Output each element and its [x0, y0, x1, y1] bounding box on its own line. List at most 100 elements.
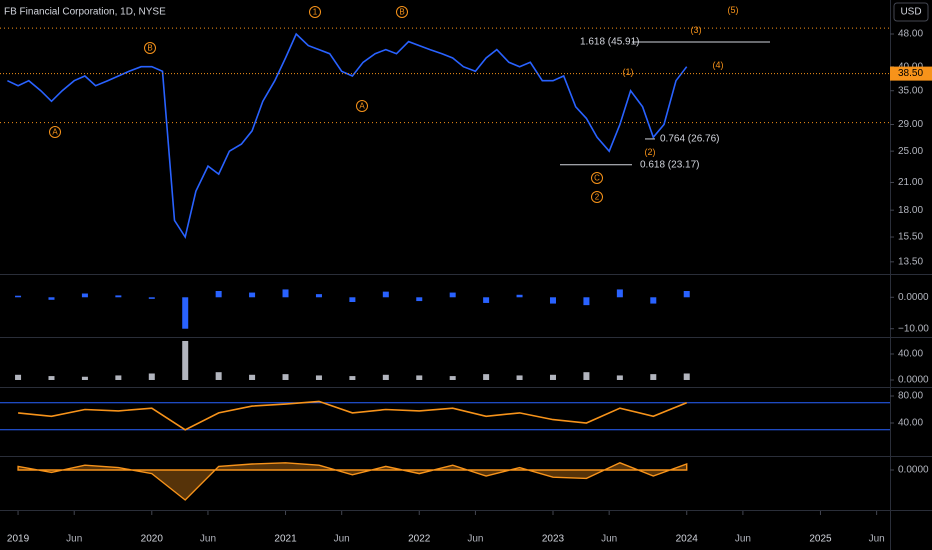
bar — [583, 372, 590, 380]
bar — [249, 374, 256, 380]
bar — [282, 289, 289, 298]
bar — [148, 373, 155, 380]
wave-circle — [49, 126, 61, 138]
series-line — [18, 400, 687, 431]
bar — [382, 374, 389, 380]
bar — [449, 292, 456, 298]
x-tick-label: Jun — [334, 534, 350, 545]
bar — [115, 375, 122, 380]
bar — [215, 291, 222, 298]
bar — [15, 295, 22, 298]
bar — [650, 374, 657, 380]
bar — [182, 297, 189, 329]
bar — [349, 376, 356, 380]
x-tick-label: 2019 — [7, 534, 30, 545]
bar — [483, 374, 490, 380]
chart-title: FB Financial Corporation, 1D, NYSE — [4, 7, 166, 18]
bar — [516, 294, 523, 298]
bar — [215, 372, 222, 380]
wave-label: (5) — [728, 5, 739, 15]
wave-label: (2) — [645, 147, 656, 157]
y-tick-label: 13.50 — [898, 256, 923, 267]
currency[interactable]: USD — [900, 7, 921, 18]
bar — [616, 289, 623, 298]
bar — [282, 374, 289, 380]
wave-label: C — [594, 174, 600, 183]
wave-label: 2 — [595, 193, 600, 202]
x-tick-label: 2024 — [676, 534, 699, 545]
bar — [416, 297, 423, 302]
bar — [549, 297, 556, 304]
last-price-tag — [890, 66, 932, 81]
y-tick-label: 35.00 — [898, 85, 923, 96]
fib-label: 0.764 (26.76) — [660, 134, 720, 145]
x-tick-label: 2023 — [542, 534, 565, 545]
x-tick-label: Jun — [601, 534, 617, 545]
bar — [315, 294, 322, 298]
bar — [583, 297, 590, 306]
bar — [549, 374, 556, 380]
x-tick-label: Jun — [467, 534, 483, 545]
wave-circle — [309, 6, 321, 18]
y-tick-label: 48.00 — [898, 29, 923, 40]
wave-label: A — [359, 102, 365, 111]
bar — [148, 297, 155, 299]
bar — [449, 376, 456, 380]
wave-circle — [591, 172, 603, 184]
bar — [683, 373, 690, 380]
fib-label: 1.618 (45.91) — [580, 37, 640, 48]
wave-label: A — [52, 128, 58, 137]
bar — [382, 291, 389, 298]
y-tick-label: 40.00 — [898, 418, 923, 429]
x-tick-label: 2020 — [141, 534, 164, 545]
y-tick-label: 29.00 — [898, 119, 923, 130]
x-tick-label: Jun — [66, 534, 82, 545]
bar — [516, 375, 523, 380]
wave-label: (1) — [623, 67, 634, 77]
y-tick-label: −10.00 — [898, 323, 929, 334]
bar — [249, 292, 256, 298]
y-tick-label: 21.00 — [898, 177, 923, 188]
bar — [115, 295, 122, 298]
x-tick-label: Jun — [869, 534, 885, 545]
y-tick-label: 40.00 — [898, 349, 923, 360]
fib-label: 0.618 (23.17) — [640, 159, 700, 170]
y-tick-label: 15.50 — [898, 232, 923, 243]
wave-circle — [591, 191, 603, 203]
wave-label: B — [399, 8, 404, 17]
bar — [48, 297, 55, 300]
y-tick-label: 0.0000 — [898, 292, 929, 303]
currency-box[interactable] — [893, 2, 929, 22]
x-tick-label: 2021 — [274, 534, 297, 545]
y-tick-label: 80.00 — [898, 391, 923, 402]
bar — [416, 375, 423, 380]
y-tick-label: 25.00 — [898, 146, 923, 157]
x-tick-label: 2022 — [408, 534, 431, 545]
x-tick-label: Jun — [200, 534, 216, 545]
wave-label: B — [147, 44, 152, 53]
y-tick-label: 18.00 — [898, 205, 923, 216]
wave-label: (3) — [691, 25, 702, 35]
wave-circle — [356, 100, 368, 112]
y-tick-label: 0.0000 — [898, 465, 929, 476]
bar — [616, 375, 623, 380]
series-line — [7, 32, 688, 240]
bar — [15, 374, 22, 380]
wave-label: (4) — [713, 60, 724, 70]
bar — [650, 297, 657, 304]
bar — [483, 297, 490, 303]
last-price-label: 38.50 — [898, 68, 923, 79]
bar — [349, 297, 356, 302]
series-area — [17, 462, 688, 501]
wave-circle — [144, 42, 156, 54]
bar — [48, 376, 55, 380]
wave-circle — [396, 6, 408, 18]
x-tick-label: Jun — [735, 534, 751, 545]
bar — [81, 376, 88, 380]
bar — [81, 293, 88, 298]
bar — [182, 340, 189, 380]
bar — [315, 375, 322, 380]
y-tick-label: 0.0000 — [898, 375, 929, 386]
